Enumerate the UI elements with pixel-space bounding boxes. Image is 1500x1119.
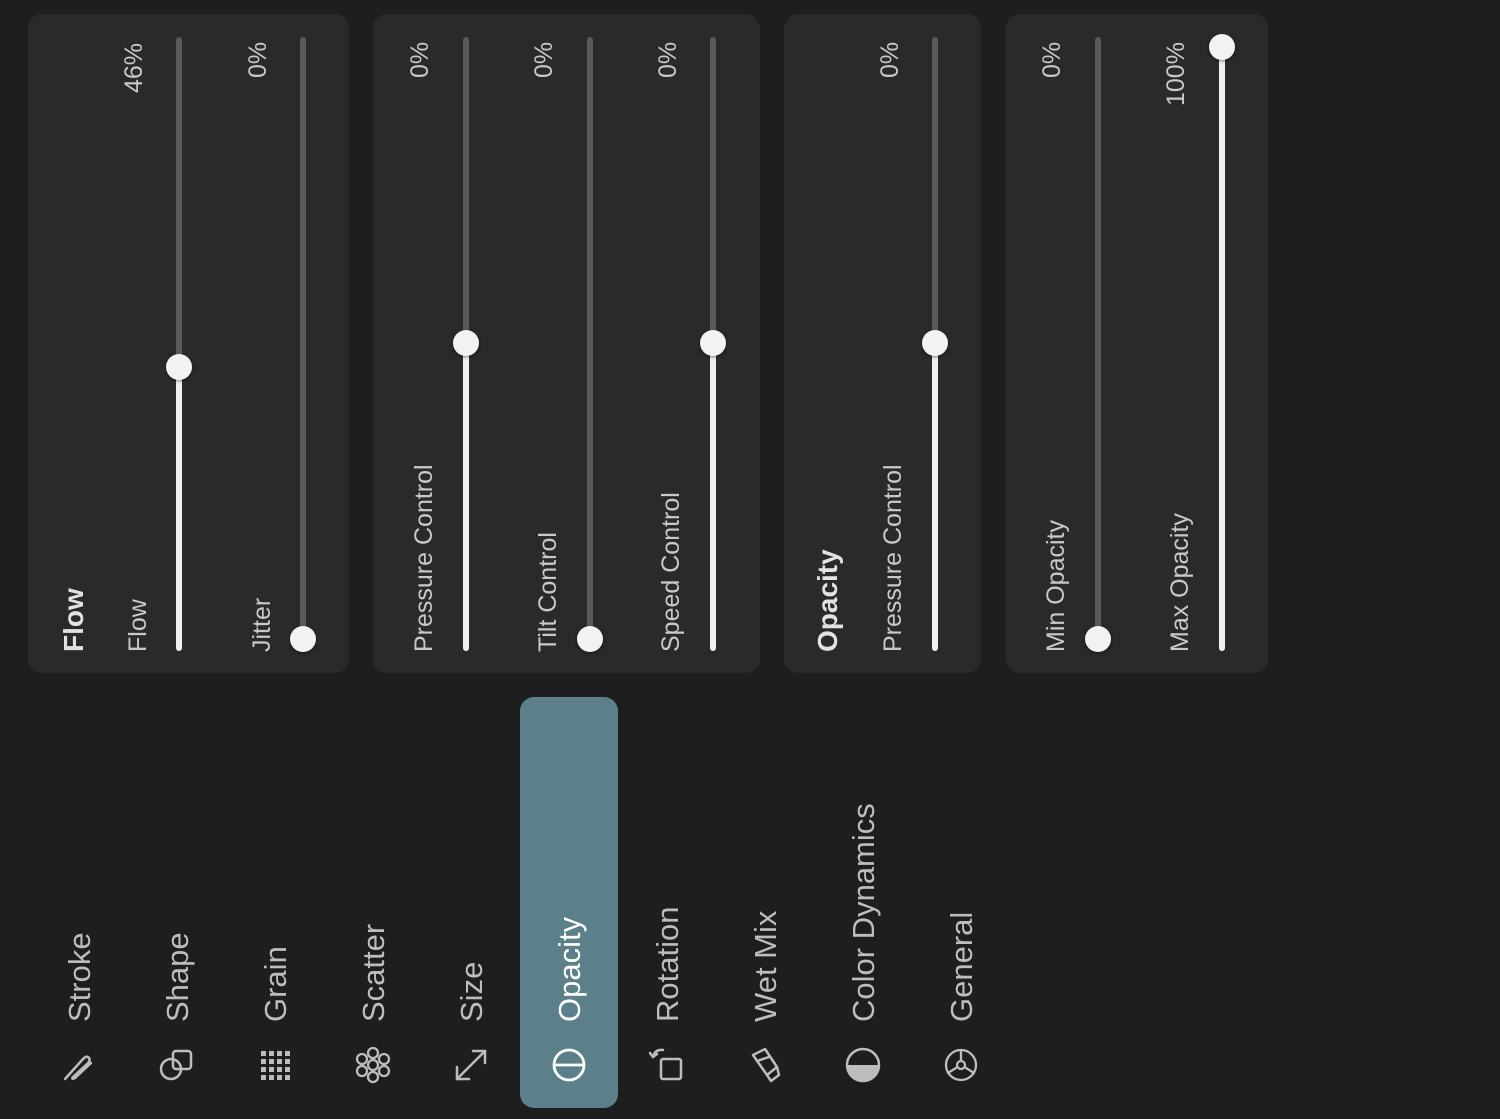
slider-knob[interactable] <box>1085 626 1111 652</box>
selected-nav-highlight <box>520 697 618 1108</box>
nav-label-stroke: Stroke <box>62 932 97 1022</box>
slider-fill <box>463 343 469 651</box>
min-opacity-label: Min Opacity <box>1042 520 1070 652</box>
slider-track <box>1095 37 1101 651</box>
slider-fill <box>1219 47 1225 651</box>
tilt-control-label: Tilt Control <box>534 532 562 652</box>
nav-label-size: Size <box>454 961 489 1022</box>
flow-label: Flow <box>124 599 152 652</box>
slider-knob[interactable] <box>453 330 479 356</box>
wet-mix-icon <box>751 1047 781 1083</box>
tilt-control-value: 0% <box>530 41 558 78</box>
nav-label-general: General <box>944 911 979 1022</box>
controls-panel <box>373 14 760 673</box>
shape-icon <box>159 1049 193 1081</box>
nav-label-rotation: Rotation <box>650 906 685 1022</box>
nav-item-stroke[interactable]: Stroke <box>50 700 110 1100</box>
flow-heading: Flow <box>58 588 89 652</box>
max-opacity-value: 100% <box>1162 42 1190 106</box>
slider-fill <box>710 343 716 651</box>
opacity-panel: Opacity <box>784 14 981 673</box>
slider-track <box>176 37 182 651</box>
slider-track <box>587 37 593 651</box>
color-dynamics-icon <box>845 1047 881 1083</box>
jitter-label: Jitter <box>248 597 276 652</box>
slider-knob[interactable] <box>1209 34 1235 60</box>
nav-item-grain[interactable]: Grain <box>246 700 306 1100</box>
speed-control-value: 0% <box>654 41 682 78</box>
opacity-pressure-control-value: 0% <box>876 41 904 78</box>
flow-value: 46% <box>120 42 148 93</box>
nav-label-opacity: Opacity <box>552 916 587 1022</box>
pressure-control-label: Pressure Control <box>410 464 438 652</box>
scatter-icon <box>355 1046 391 1084</box>
nav-item-wet-mix[interactable]: Wet Mix <box>736 700 796 1100</box>
slider-knob[interactable] <box>922 330 948 356</box>
stroke-icon <box>63 1055 93 1081</box>
nav-item-general[interactable]: General <box>932 700 992 1100</box>
nav-item-scatter[interactable]: Scatter <box>344 700 404 1100</box>
slider-track <box>300 37 306 651</box>
pressure-control-value: 0% <box>406 41 434 78</box>
grain-icon <box>261 1051 290 1080</box>
nav-label-color-dynamics: Color Dynamics <box>846 803 881 1022</box>
general-icon <box>944 1048 978 1082</box>
min-opacity-value: 0% <box>1038 41 1066 78</box>
slider-knob[interactable] <box>166 353 192 380</box>
nav-item-shape[interactable]: Shape <box>148 700 208 1100</box>
slider-fill <box>176 366 182 651</box>
opacity-icon <box>552 1048 586 1082</box>
rotation-icon <box>648 1048 683 1081</box>
nav-label-grain: Grain <box>258 946 293 1022</box>
nav-label-wet-mix: Wet Mix <box>748 910 783 1022</box>
nav-label-scatter: Scatter <box>356 923 391 1022</box>
nav-item-color-dynamics[interactable]: Color Dynamics <box>834 700 894 1100</box>
nav-item-rotation[interactable]: Rotation <box>638 700 698 1100</box>
size-icon <box>455 1049 487 1081</box>
slider-knob[interactable] <box>290 626 316 652</box>
slider-fill <box>932 343 938 651</box>
nav-label-shape: Shape <box>160 932 195 1022</box>
speed-control-label: Speed Control <box>657 492 685 652</box>
opacity-heading: Opacity <box>812 549 843 652</box>
opacity-pressure-control-label: Pressure Control <box>879 464 907 652</box>
slider-knob[interactable] <box>700 330 726 356</box>
slider-knob[interactable] <box>577 626 603 652</box>
jitter-value: 0% <box>244 41 272 78</box>
flow-panel: Flow <box>28 14 349 673</box>
max-opacity-label: Max Opacity <box>1166 513 1194 652</box>
nav-item-size[interactable]: Size <box>442 700 502 1100</box>
nav-item-opacity[interactable]: Opacity <box>540 700 600 1100</box>
